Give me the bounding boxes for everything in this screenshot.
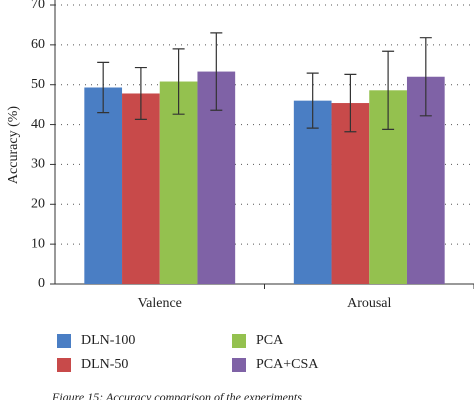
y-axis-label: Accuracy (%) <box>6 106 21 184</box>
x-tick-label: Arousal <box>347 296 391 311</box>
caption: Figure 15: Accuracy comparison of the ex… <box>51 390 302 400</box>
legend-label: DLN-50 <box>81 357 128 372</box>
y-tick-label: 70 <box>31 0 45 12</box>
y-tick-label: 20 <box>31 197 45 212</box>
legend-swatch <box>232 358 246 372</box>
legend-label: PCA <box>256 333 284 348</box>
error-bar <box>382 50 395 130</box>
bar <box>84 87 123 284</box>
legend-label: PCA+CSA <box>256 357 319 372</box>
bar <box>122 93 160 285</box>
error-bar <box>172 48 185 115</box>
error-bar <box>419 37 432 117</box>
bar <box>159 81 198 284</box>
x-tick-label: Valence <box>138 296 182 311</box>
bar <box>293 100 332 285</box>
y-tick-label: 0 <box>38 276 45 291</box>
y-tick-label: 10 <box>31 236 45 251</box>
y-tick-label: 40 <box>31 117 45 132</box>
y-tick-label: 30 <box>31 157 45 172</box>
y-tick-label: 50 <box>31 77 45 92</box>
legend-swatch <box>57 334 71 348</box>
error-bar <box>97 61 110 114</box>
y-tick-label: 60 <box>31 37 45 52</box>
legend-label: DLN-100 <box>81 333 135 348</box>
error-bar <box>344 73 357 133</box>
error-bar <box>210 32 223 111</box>
error-bar <box>134 66 147 120</box>
legend-swatch <box>57 358 71 372</box>
legend-swatch <box>232 334 246 348</box>
error-bar <box>306 72 319 129</box>
bar <box>331 103 370 284</box>
